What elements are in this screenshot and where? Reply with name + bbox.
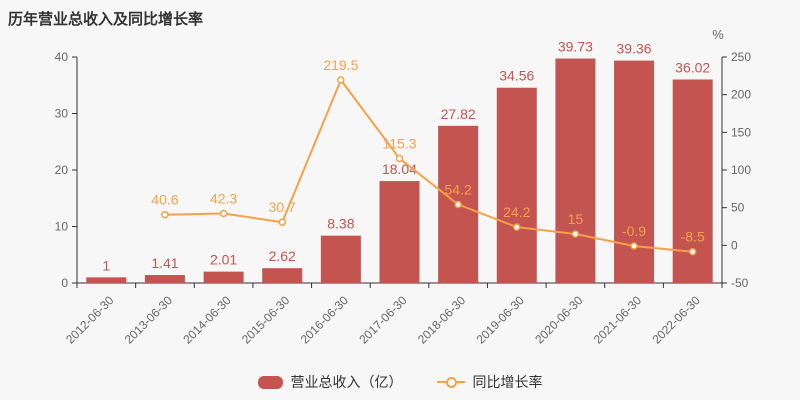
line-point[interactable] bbox=[571, 230, 580, 238]
bar-value-label: 27.82 bbox=[441, 106, 476, 122]
line-value-label: 40.6 bbox=[151, 192, 178, 208]
bar-value-label: 34.56 bbox=[499, 68, 534, 84]
line-point[interactable] bbox=[630, 242, 638, 250]
y-axis-left-tick-label: 40 bbox=[55, 50, 69, 64]
y-axis-right-tick-label: 50 bbox=[731, 201, 745, 215]
y-axis-right-tick-label: 150 bbox=[731, 125, 751, 139]
bar-value-label: 1 bbox=[102, 257, 110, 273]
line-point[interactable] bbox=[454, 200, 462, 209]
y-axis-right-tick-label: 250 bbox=[731, 50, 751, 64]
line-point[interactable] bbox=[513, 223, 521, 231]
x-axis-label: 2017-06-30 bbox=[356, 293, 410, 347]
line-point[interactable] bbox=[278, 218, 286, 226]
line-value-label: 219.5 bbox=[323, 57, 358, 73]
y-axis-left-tick-label: 0 bbox=[61, 276, 68, 290]
y-axis-right-tick-label: 0 bbox=[731, 238, 738, 252]
bar[interactable] bbox=[203, 271, 244, 283]
bar[interactable] bbox=[379, 181, 420, 283]
bar-value-label: 36.02 bbox=[675, 59, 710, 75]
line-value-label: -0.9 bbox=[622, 223, 646, 239]
y-axis-left-tick-label: 20 bbox=[55, 163, 69, 177]
line-series-path bbox=[164, 78, 693, 253]
bar[interactable] bbox=[496, 87, 537, 284]
x-axis-label: 2015-06-30 bbox=[239, 293, 293, 347]
x-axis-label: 2020-06-30 bbox=[532, 293, 586, 347]
line-marker-circle bbox=[445, 377, 457, 388]
legend-item-revenue[interactable]: 营业总收入（亿） bbox=[257, 372, 403, 392]
x-axis-label: 2021-06-30 bbox=[591, 293, 645, 347]
bar-value-label: 2.62 bbox=[269, 248, 296, 264]
line-value-label: 15 bbox=[568, 211, 584, 227]
bar-value-label: 1.41 bbox=[151, 255, 178, 271]
chart-title: 历年营业总收入及同比增长率 bbox=[8, 11, 204, 28]
bar[interactable] bbox=[262, 268, 303, 283]
line-value-label: 42.3 bbox=[210, 190, 237, 206]
x-axis-label: 2018-06-30 bbox=[415, 293, 469, 347]
x-axis-label: 2022-06-30 bbox=[649, 293, 703, 347]
y-axis-left-tick-label: 30 bbox=[55, 107, 69, 121]
line-series-marker bbox=[436, 377, 465, 388]
legend-label-revenue: 营业总收入（亿） bbox=[290, 374, 403, 390]
bar-value-label: 2.01 bbox=[210, 252, 237, 268]
legend: 营业总收入（亿） 同比增长率 bbox=[0, 372, 800, 392]
legend-item-growth[interactable]: 同比增长率 bbox=[436, 372, 543, 392]
bar-value-label: 8.38 bbox=[327, 216, 354, 232]
right-axis-unit-label: % bbox=[712, 27, 724, 42]
line-point[interactable] bbox=[161, 210, 169, 219]
line-value-label: 54.2 bbox=[445, 182, 472, 198]
y-axis-right-tick-label: -50 bbox=[731, 276, 749, 290]
line-point[interactable] bbox=[688, 247, 697, 256]
bar-value-label: 39.73 bbox=[558, 39, 593, 55]
line-value-label: 30.7 bbox=[269, 199, 296, 215]
x-axis-label: 2014-06-30 bbox=[180, 293, 234, 347]
legend-label-growth: 同比增长率 bbox=[472, 374, 543, 390]
bar[interactable] bbox=[555, 58, 596, 284]
x-axis-label: 2012-06-30 bbox=[63, 293, 117, 347]
x-axis-label: 2016-06-30 bbox=[298, 293, 352, 347]
line-value-label: -8.5 bbox=[681, 229, 705, 245]
line-value-label: 24.2 bbox=[503, 204, 530, 220]
y-axis-right-tick-label: 100 bbox=[731, 163, 751, 177]
line-point[interactable] bbox=[337, 76, 345, 84]
bar-value-label: 39.36 bbox=[617, 41, 652, 57]
bar[interactable] bbox=[144, 275, 185, 283]
bar[interactable] bbox=[320, 235, 361, 283]
bar-series-swatch bbox=[257, 375, 283, 389]
y-axis-left-tick-label: 10 bbox=[55, 220, 69, 234]
x-axis-label: 2019-06-30 bbox=[474, 293, 528, 347]
line-point[interactable] bbox=[395, 154, 404, 163]
y-axis-right-tick-label: 200 bbox=[731, 88, 751, 102]
bar[interactable] bbox=[86, 277, 127, 283]
x-axis-label: 2013-06-30 bbox=[122, 293, 176, 347]
line-point[interactable] bbox=[219, 209, 228, 218]
